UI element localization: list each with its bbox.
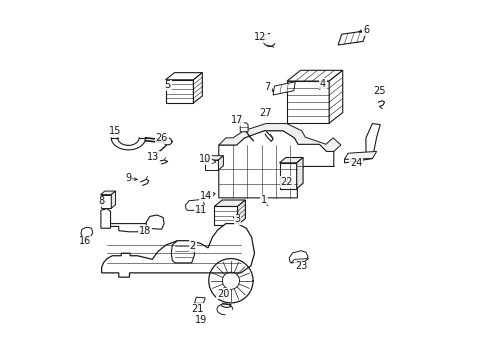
Polygon shape <box>101 208 110 228</box>
Polygon shape <box>102 224 254 277</box>
Polygon shape <box>146 215 164 229</box>
Polygon shape <box>218 156 223 170</box>
Polygon shape <box>171 241 194 263</box>
Text: 13: 13 <box>147 152 159 162</box>
Polygon shape <box>193 73 202 103</box>
Polygon shape <box>344 123 380 163</box>
Polygon shape <box>185 200 204 210</box>
Text: 24: 24 <box>349 158 362 168</box>
Text: 12: 12 <box>254 32 266 42</box>
Polygon shape <box>279 163 296 189</box>
Text: 27: 27 <box>259 108 271 118</box>
Text: 18: 18 <box>139 226 151 236</box>
Polygon shape <box>214 206 237 225</box>
Text: 2: 2 <box>189 241 195 251</box>
Text: 25: 25 <box>372 86 385 96</box>
Polygon shape <box>240 123 247 132</box>
Polygon shape <box>218 131 333 198</box>
Text: 8: 8 <box>99 197 104 206</box>
Text: 17: 17 <box>230 115 243 125</box>
Polygon shape <box>328 70 342 123</box>
Text: 3: 3 <box>234 214 240 224</box>
Polygon shape <box>218 123 340 152</box>
Polygon shape <box>286 70 342 81</box>
Polygon shape <box>296 157 303 189</box>
Polygon shape <box>102 224 155 232</box>
Polygon shape <box>165 80 193 103</box>
Text: 20: 20 <box>217 289 229 298</box>
Polygon shape <box>101 195 111 208</box>
Text: 21: 21 <box>191 303 203 314</box>
Text: 26: 26 <box>155 133 167 143</box>
Polygon shape <box>204 156 223 160</box>
Polygon shape <box>279 157 303 163</box>
Text: 7: 7 <box>264 82 270 92</box>
Polygon shape <box>237 200 245 225</box>
Polygon shape <box>101 191 115 195</box>
Text: 1: 1 <box>261 195 266 204</box>
Text: 11: 11 <box>194 205 206 215</box>
Polygon shape <box>272 82 295 95</box>
Polygon shape <box>214 200 245 206</box>
Text: 16: 16 <box>79 237 91 247</box>
Text: 23: 23 <box>294 261 306 271</box>
Polygon shape <box>194 297 205 303</box>
Text: 9: 9 <box>125 173 131 183</box>
Text: 6: 6 <box>362 25 368 35</box>
Polygon shape <box>288 251 307 263</box>
Text: 19: 19 <box>194 315 206 325</box>
Polygon shape <box>344 152 376 159</box>
Polygon shape <box>286 81 328 123</box>
Text: 10: 10 <box>199 154 211 164</box>
Polygon shape <box>337 31 366 45</box>
Polygon shape <box>111 191 115 208</box>
Text: 15: 15 <box>109 126 121 136</box>
Polygon shape <box>81 227 93 238</box>
Polygon shape <box>204 160 218 170</box>
Text: 22: 22 <box>280 177 292 187</box>
Text: 4: 4 <box>319 78 325 89</box>
Polygon shape <box>205 158 216 164</box>
Text: 14: 14 <box>200 191 212 201</box>
Text: 5: 5 <box>164 80 170 90</box>
Polygon shape <box>165 73 202 80</box>
Polygon shape <box>290 258 308 263</box>
